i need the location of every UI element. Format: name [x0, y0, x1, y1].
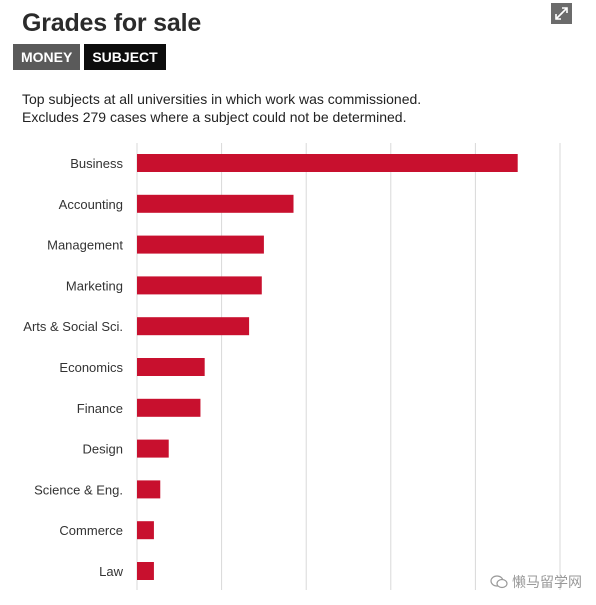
category-label: Marketing — [66, 278, 123, 293]
view-tabs: MONEY SUBJECT — [13, 44, 166, 70]
bar[interactable] — [137, 235, 264, 254]
bar[interactable] — [137, 276, 262, 295]
expand-icon[interactable] — [551, 3, 572, 24]
category-label: Design — [83, 442, 123, 457]
category-label: Science & Eng. — [34, 482, 123, 497]
category-label: Law — [99, 564, 123, 579]
tab-subject[interactable]: SUBJECT — [84, 44, 166, 70]
category-label: Finance — [77, 401, 123, 416]
bar[interactable] — [137, 358, 205, 376]
bar[interactable] — [137, 398, 201, 417]
bar[interactable] — [137, 154, 518, 172]
wechat-icon — [490, 575, 508, 589]
bar[interactable] — [137, 439, 169, 458]
description-line-1: Top subjects at all universities in whic… — [22, 91, 422, 107]
category-label: Economics — [59, 360, 123, 375]
description-line-2: Excludes 279 cases where a subject could… — [22, 109, 407, 125]
watermark-text: 懒马留学网 — [512, 575, 582, 591]
category-label: Commerce — [59, 523, 123, 538]
bar[interactable] — [137, 562, 154, 580]
chart-title: Grades for sale — [22, 9, 202, 37]
category-label: Arts & Social Sci. — [23, 319, 123, 334]
category-label: Accounting — [59, 197, 123, 212]
category-label: Management — [47, 238, 123, 253]
chart-description: Top subjects at all universities in whic… — [22, 90, 421, 126]
tab-money[interactable]: MONEY — [13, 44, 81, 70]
bar[interactable] — [137, 194, 294, 213]
category-label: Business — [70, 156, 123, 171]
bar[interactable] — [137, 317, 250, 336]
bar[interactable] — [137, 480, 161, 499]
bar[interactable] — [137, 521, 154, 540]
watermark: 懒马留学网 — [490, 572, 582, 592]
